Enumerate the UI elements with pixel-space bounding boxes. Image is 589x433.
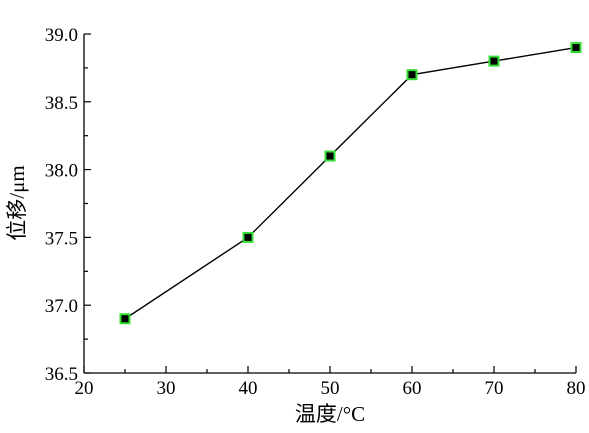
x-tick-label: 60 <box>403 378 422 399</box>
x-tick-label: 40 <box>239 378 258 399</box>
plot-frame <box>83 34 576 374</box>
data-point-marker <box>406 69 418 81</box>
y-ticks: 36.5 37.0 37.5 38.0 38.5 39.0 <box>45 25 91 385</box>
x-tick-label: 30 <box>157 378 176 399</box>
x-axis-title: 温度/°C <box>295 402 365 426</box>
y-tick-label: 38.0 <box>45 161 78 182</box>
data-point-marker <box>242 231 254 243</box>
y-tick-label: 39.0 <box>45 25 78 46</box>
x-tick-label: 70 <box>485 378 504 399</box>
y-tick-label: 36.5 <box>45 364 78 385</box>
y-tick-label: 38.5 <box>45 93 78 114</box>
data-point-marker <box>488 55 500 67</box>
y-tick-label: 37.5 <box>45 228 78 249</box>
x-tick-label: 80 <box>567 378 586 399</box>
series-line <box>124 46 577 320</box>
series-layer <box>119 42 582 325</box>
x-tick-label: 50 <box>321 378 340 399</box>
y-axis-title: 位移/μm <box>5 165 29 240</box>
data-point-marker <box>119 313 131 325</box>
y-tick-label: 37.0 <box>45 296 78 317</box>
x-ticks: 20 30 40 50 60 70 80 <box>75 366 586 399</box>
data-point-marker <box>570 42 582 54</box>
x-tick-label: 20 <box>75 378 94 399</box>
data-point-marker <box>324 150 336 162</box>
